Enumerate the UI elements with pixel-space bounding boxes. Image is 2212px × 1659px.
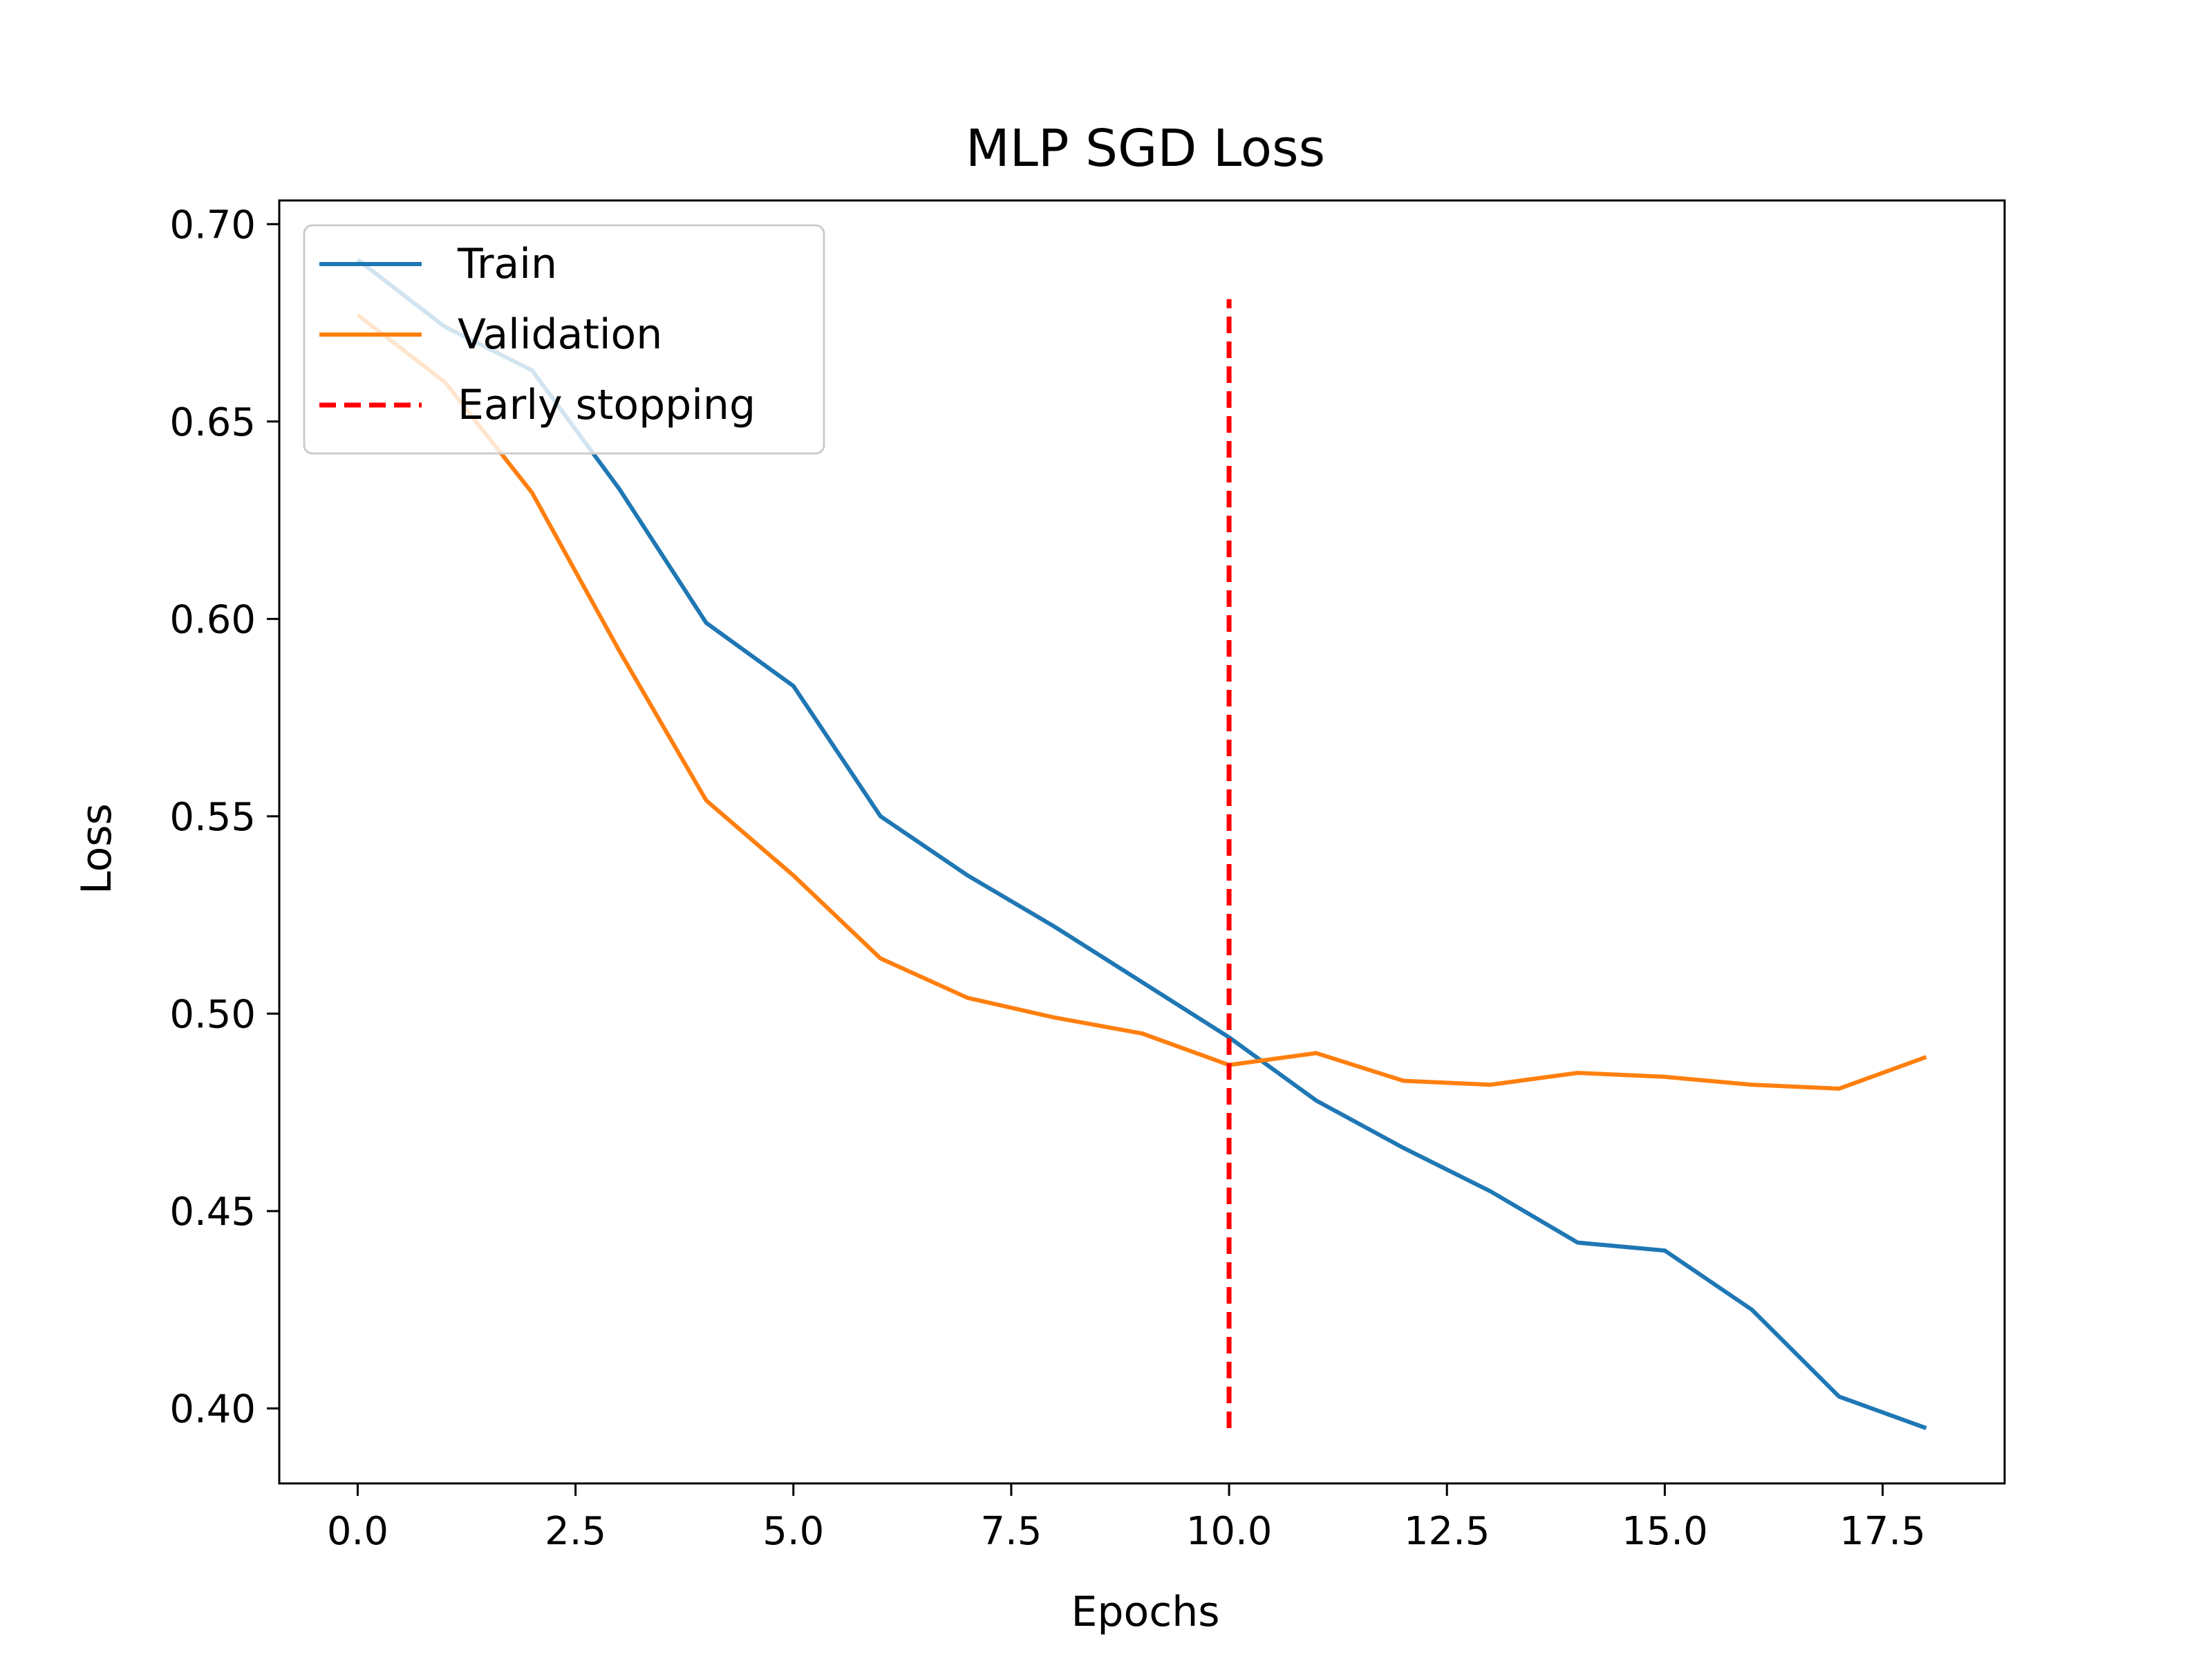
series-line-train <box>356 258 1927 1430</box>
x-tick-label: 7.5 <box>980 1509 1042 1554</box>
x-tick-label: 0.0 <box>327 1509 388 1554</box>
y-tick-label: 0.60 <box>169 597 256 642</box>
y-tick-label: 0.55 <box>169 795 256 840</box>
x-tick-label: 15.0 <box>1622 1509 1708 1554</box>
x-tick-label: 17.5 <box>1839 1509 1926 1554</box>
y-axis-label: Loss <box>73 803 121 894</box>
x-axis: 0.0 2.5 5.0 7.5 10.0 12.5 15.0 17.5 <box>327 1483 1926 1554</box>
legend: Train Validation Early stopping <box>303 224 825 455</box>
x-tick-label: 5.0 <box>762 1509 824 1554</box>
legend-label-train: Train <box>457 240 557 288</box>
chart-title: MLP SGD Loss <box>966 119 1325 178</box>
legend-frame <box>303 224 825 455</box>
y-tick-label: 0.50 <box>169 992 256 1037</box>
x-tick-label: 10.0 <box>1186 1509 1273 1554</box>
plot-area <box>278 199 2006 1485</box>
y-tick-label: 0.40 <box>169 1387 256 1432</box>
y-tick-label: 0.45 <box>169 1190 256 1235</box>
series-line-validation <box>356 313 1927 1091</box>
legend-label-early-stopping: Early stopping <box>458 381 756 429</box>
x-tick-label: 12.5 <box>1404 1509 1490 1554</box>
x-tick-label: 2.5 <box>545 1509 606 1554</box>
series-layer <box>356 258 1927 1430</box>
y-axis: 0.40 0.45 0.50 0.55 0.60 0.65 0.70 <box>169 203 279 1432</box>
y-tick-label: 0.70 <box>169 203 256 247</box>
axes-frame <box>278 199 2006 1485</box>
y-tick-label: 0.65 <box>169 400 256 445</box>
legend-label-validation: Validation <box>458 310 662 359</box>
x-axis-label: Epochs <box>1071 1588 1220 1636</box>
